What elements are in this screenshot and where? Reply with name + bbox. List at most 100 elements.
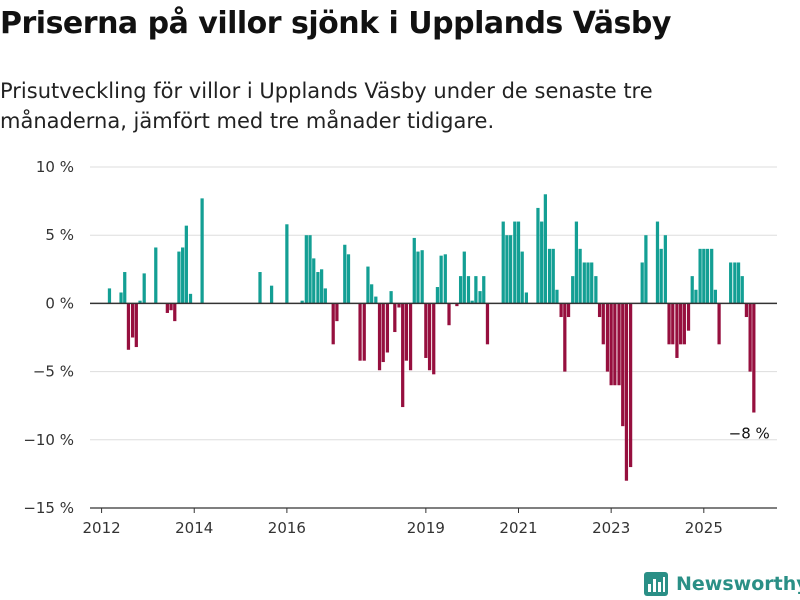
bar <box>590 262 594 304</box>
bar <box>308 235 312 304</box>
bar <box>393 303 397 333</box>
bar <box>466 276 471 304</box>
bar <box>173 303 177 322</box>
y-tick-label: −10 % <box>23 431 74 449</box>
bar <box>524 292 528 304</box>
bar <box>304 235 308 304</box>
bar <box>566 303 571 318</box>
bar <box>713 289 718 304</box>
bar <box>408 303 413 371</box>
bar <box>427 303 432 371</box>
bar <box>694 289 698 304</box>
bar <box>736 262 741 304</box>
bar <box>381 303 385 363</box>
bar <box>516 221 521 304</box>
y-tick-label: −15 % <box>23 499 74 517</box>
x-tick-label: 2016 <box>268 519 306 537</box>
bar <box>509 235 513 304</box>
bar <box>447 303 451 326</box>
bar <box>335 303 339 322</box>
bar <box>142 273 146 304</box>
bar <box>389 291 393 304</box>
bar <box>752 303 756 413</box>
x-tick-label: 2012 <box>82 519 120 537</box>
bar <box>439 255 443 304</box>
bar <box>377 303 382 371</box>
bar <box>458 276 463 304</box>
last-value-label: −8 % <box>729 425 770 443</box>
bar <box>644 235 648 304</box>
bar <box>513 221 517 304</box>
y-tick-label: 10 % <box>36 158 74 176</box>
bar <box>154 247 158 304</box>
bar <box>285 224 289 304</box>
bar <box>366 266 370 304</box>
bar <box>559 303 563 318</box>
bar <box>574 221 579 304</box>
bar <box>547 248 552 304</box>
bar <box>702 248 706 304</box>
bar <box>200 198 204 304</box>
bar <box>659 248 663 304</box>
bar <box>628 303 633 468</box>
bar <box>312 258 316 304</box>
bar <box>617 303 621 386</box>
bar <box>165 303 169 313</box>
bar <box>362 303 366 361</box>
bar <box>675 303 679 358</box>
x-tick-label: 2023 <box>592 519 630 537</box>
bar <box>624 303 629 481</box>
bar <box>123 272 127 304</box>
bar <box>717 303 721 345</box>
bar <box>462 251 466 304</box>
bar <box>698 248 702 304</box>
bar <box>621 303 625 427</box>
y-tick-label: −5 % <box>33 363 74 381</box>
bar <box>571 276 575 304</box>
x-tick-label: 2014 <box>175 519 213 537</box>
bar <box>177 251 181 304</box>
bar <box>686 303 691 331</box>
bar <box>138 300 142 304</box>
bar <box>520 251 524 304</box>
bar <box>432 303 436 375</box>
bar <box>605 303 610 372</box>
bar <box>748 303 752 372</box>
bar <box>343 244 347 304</box>
bar <box>640 262 644 304</box>
bar <box>370 284 374 304</box>
bar <box>667 303 671 345</box>
bar <box>474 276 478 304</box>
bar <box>663 235 667 304</box>
bar <box>435 287 440 304</box>
bar <box>107 288 112 304</box>
x-tick-label: 2019 <box>407 519 445 537</box>
bar <box>597 303 602 318</box>
brand-name: Newsworthy <box>676 573 800 595</box>
newsworthy-logo: Newsworthy <box>644 568 800 600</box>
bar <box>320 269 324 304</box>
bar <box>485 303 490 345</box>
bar <box>740 276 744 304</box>
bar <box>705 248 710 304</box>
bar <box>455 303 459 307</box>
bar <box>655 221 660 304</box>
bar <box>443 254 447 304</box>
bar <box>184 225 188 304</box>
bar <box>131 303 135 338</box>
bar <box>690 276 694 304</box>
bar <box>682 303 686 345</box>
bar <box>412 237 416 304</box>
bar <box>710 248 714 304</box>
bar <box>505 235 509 304</box>
bar <box>424 303 428 358</box>
bar <box>374 296 378 304</box>
bar <box>594 276 598 304</box>
bar <box>331 303 335 345</box>
bar <box>482 276 486 304</box>
bar <box>578 248 582 304</box>
y-tick-label: 5 % <box>45 226 74 244</box>
bar <box>134 303 138 348</box>
bar-chart-icon <box>644 572 668 596</box>
